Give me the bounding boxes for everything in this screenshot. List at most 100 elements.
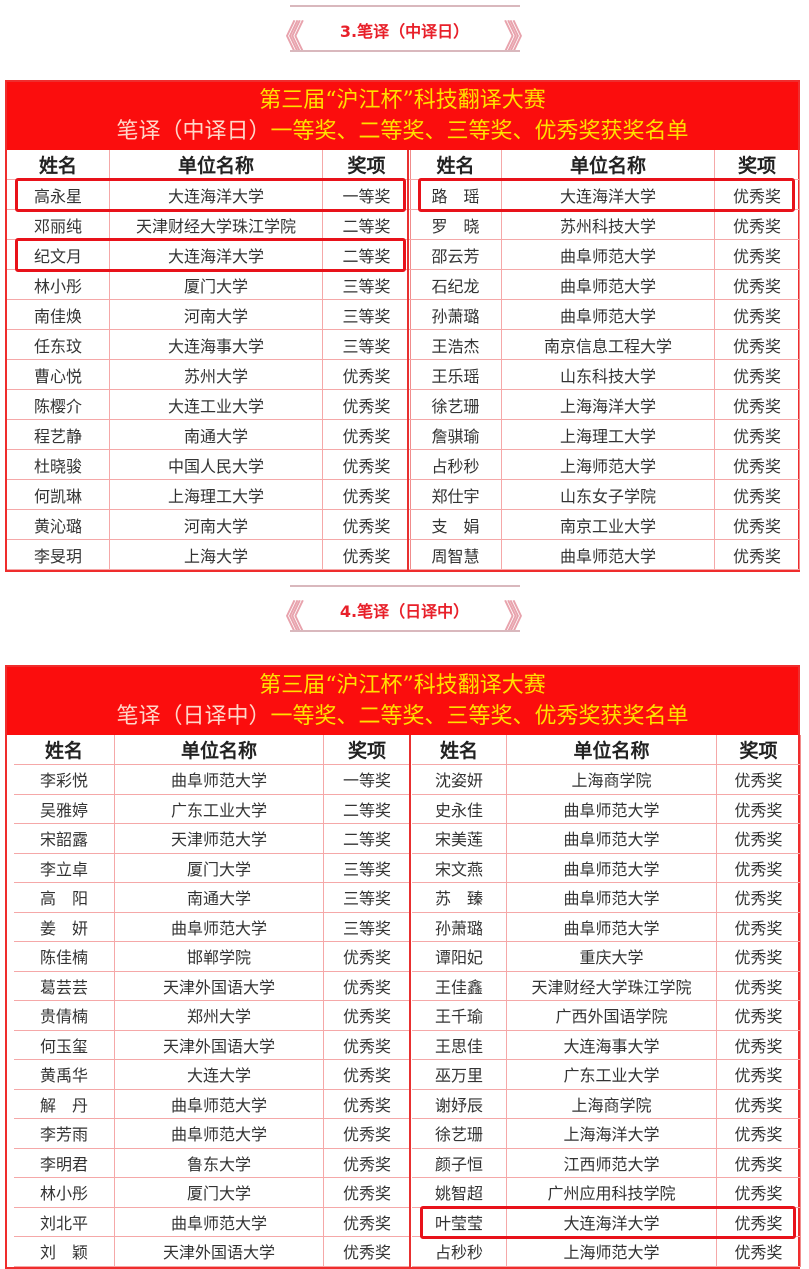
table-row: 谢妤辰 上海商学院 优秀奖 <box>412 1089 800 1119</box>
winner-award: 优秀奖 <box>342 486 391 506</box>
winner-award: 优秀奖 <box>734 1243 783 1263</box>
award-table: 第三届“沪江杯”科技翻译大赛 笔译（日译中）一等奖、二等奖、三等奖、优秀奖获奖名… <box>5 665 801 1269</box>
winner-unit: 曲阜师范大学 <box>502 300 715 329</box>
winner-unit: 厦门大学 <box>115 1178 324 1207</box>
winner-award: 优秀奖 <box>342 948 391 968</box>
winner-name: 周智慧 <box>410 540 502 569</box>
winner-award: 优秀奖 <box>342 516 391 536</box>
table-left-half: 姓名 单位名称 奖项 高永星 大连海洋大学 一等奖 邓丽纯 天津财经大学珠江学院… <box>7 150 411 570</box>
table-header: 姓名 单位名称 奖项 <box>410 150 799 180</box>
winner-unit: 上海海洋大学 <box>502 390 715 419</box>
winner-award: 优秀奖 <box>732 336 781 356</box>
winner-unit: 曲阜师范大学 <box>115 912 324 941</box>
winner-award: 二等奖 <box>342 216 391 236</box>
winner-unit: 广东工业大学 <box>507 1060 717 1089</box>
section-heading: 《《 4.笔译（日译中） 》》 <box>0 580 809 640</box>
table-row: 宋美莲 曲阜师范大学 优秀奖 <box>412 824 800 854</box>
winner-name: 王佳鑫 <box>412 971 507 1000</box>
table-row: 李彩悦 曲阜师范大学 一等奖 <box>14 765 410 795</box>
table-row: 程艺静 南通大学 优秀奖 <box>7 420 410 450</box>
winner-name: 黄禹华 <box>14 1060 115 1089</box>
winner-name: 葛芸芸 <box>14 971 115 1000</box>
table-row: 史永佳 曲阜师范大学 优秀奖 <box>412 794 800 824</box>
table-row: 林小彤 厦门大学 优秀奖 <box>14 1178 410 1208</box>
winner-name: 李芳雨 <box>14 1119 115 1148</box>
winner-name: 纪文月 <box>7 240 110 269</box>
winner-unit: 郑州大学 <box>115 1001 324 1030</box>
winner-unit: 上海理工大学 <box>502 420 715 449</box>
column-header-award: 奖项 <box>737 155 776 177</box>
table-row: 占秒秒 上海师范大学 优秀奖 <box>410 450 799 480</box>
column-header-unit: 单位名称 <box>110 150 323 179</box>
banner-title: 第三届“沪江杯”科技翻译大赛 <box>259 673 546 698</box>
table-row: 刘北平 曲阜师范大学 优秀奖 <box>14 1207 410 1237</box>
winner-unit: 曲阜师范大学 <box>507 912 717 941</box>
winner-unit: 上海海洋大学 <box>507 1119 717 1148</box>
divider <box>290 50 520 52</box>
winner-unit: 曲阜师范大学 <box>507 853 717 882</box>
table-row: 颜子恒 江西师范大学 优秀奖 <box>412 1148 800 1178</box>
table-row: 黄沁璐 河南大学 优秀奖 <box>7 510 410 540</box>
section-heading: 《《 3.笔译（中译日） 》》 <box>0 0 809 60</box>
winner-name: 李旻玥 <box>7 540 110 569</box>
winner-name: 郑仕宇 <box>410 480 502 509</box>
table-row: 王千瑜 广西外国语学院 优秀奖 <box>412 1001 800 1031</box>
column-header-name: 姓名 <box>412 735 507 764</box>
winner-award: 优秀奖 <box>342 1154 391 1174</box>
winner-award: 优秀奖 <box>734 1007 783 1027</box>
winner-award: 优秀奖 <box>342 426 391 446</box>
winner-unit: 天津外国语大学 <box>115 971 324 1000</box>
winner-award: 优秀奖 <box>732 546 781 566</box>
winner-award: 优秀奖 <box>342 366 391 386</box>
winner-award: 优秀奖 <box>342 1066 391 1086</box>
winner-name: 程艺静 <box>7 420 110 449</box>
winner-name: 高永星 <box>7 180 110 209</box>
banner-subtitle: 笔译（中译日）一等奖、二等奖、三等奖、优秀奖获奖名单 <box>7 116 798 147</box>
winner-name: 谭阳妃 <box>412 942 507 971</box>
winner-award: 二等奖 <box>342 246 391 266</box>
winner-award: 优秀奖 <box>342 1243 391 1263</box>
winner-award: 优秀奖 <box>734 918 783 938</box>
winner-award: 优秀奖 <box>732 396 781 416</box>
winner-name: 姜 妍 <box>14 912 115 941</box>
winner-unit: 南京信息工程大学 <box>502 330 715 359</box>
table-row: 郑仕宇 山东女子学院 优秀奖 <box>410 480 799 510</box>
winner-name: 巫万里 <box>412 1060 507 1089</box>
winner-name: 任东玟 <box>7 330 110 359</box>
winner-unit: 大连海事大学 <box>110 330 323 359</box>
winner-unit: 上海师范大学 <box>507 1237 717 1266</box>
table-row: 周智慧 曲阜师范大学 优秀奖 <box>410 540 799 570</box>
winner-award: 三等奖 <box>342 918 391 938</box>
table-row: 南佳焕 河南大学 三等奖 <box>7 300 410 330</box>
table-row: 罗 晓 苏州科技大学 优秀奖 <box>410 210 799 240</box>
table-row: 刘 颖 天津外国语大学 优秀奖 <box>14 1237 410 1267</box>
winner-unit: 山东女子学院 <box>502 480 715 509</box>
winner-unit: 上海大学 <box>110 540 323 569</box>
table-row: 李旻玥 上海大学 优秀奖 <box>7 540 410 570</box>
table-row: 姚智超 广州应用科技学院 优秀奖 <box>412 1178 800 1208</box>
table-row: 王思佳 大连海事大学 优秀奖 <box>412 1030 800 1060</box>
winner-award: 优秀奖 <box>732 516 781 536</box>
column-header-name: 姓名 <box>410 150 502 179</box>
winner-unit: 曲阜师范大学 <box>502 540 715 569</box>
divider <box>290 5 520 7</box>
winner-award: 优秀奖 <box>734 948 783 968</box>
winner-award: 优秀奖 <box>732 246 781 266</box>
section-title: 4.笔译（日译中） <box>339 602 470 621</box>
winner-name: 王乐瑶 <box>410 360 502 389</box>
winner-award: 一等奖 <box>342 186 391 206</box>
winner-award: 优秀奖 <box>734 1066 783 1086</box>
winner-award: 优秀奖 <box>732 306 781 326</box>
winner-unit: 鲁东大学 <box>115 1148 324 1177</box>
winner-unit: 天津师范大学 <box>115 824 324 853</box>
winner-award: 优秀奖 <box>734 889 783 909</box>
winner-unit: 曲阜师范大学 <box>115 765 324 794</box>
table-row: 黄禹华 大连大学 优秀奖 <box>14 1060 410 1090</box>
table-row: 王乐瑶 山东科技大学 优秀奖 <box>410 360 799 390</box>
winner-award: 优秀奖 <box>732 186 781 206</box>
table-row: 徐艺珊 上海海洋大学 优秀奖 <box>412 1119 800 1149</box>
winner-unit: 厦门大学 <box>110 270 323 299</box>
winner-award: 二等奖 <box>342 830 391 850</box>
winner-name: 曹心悦 <box>7 360 110 389</box>
table-row: 邓丽纯 天津财经大学珠江学院 二等奖 <box>7 210 410 240</box>
